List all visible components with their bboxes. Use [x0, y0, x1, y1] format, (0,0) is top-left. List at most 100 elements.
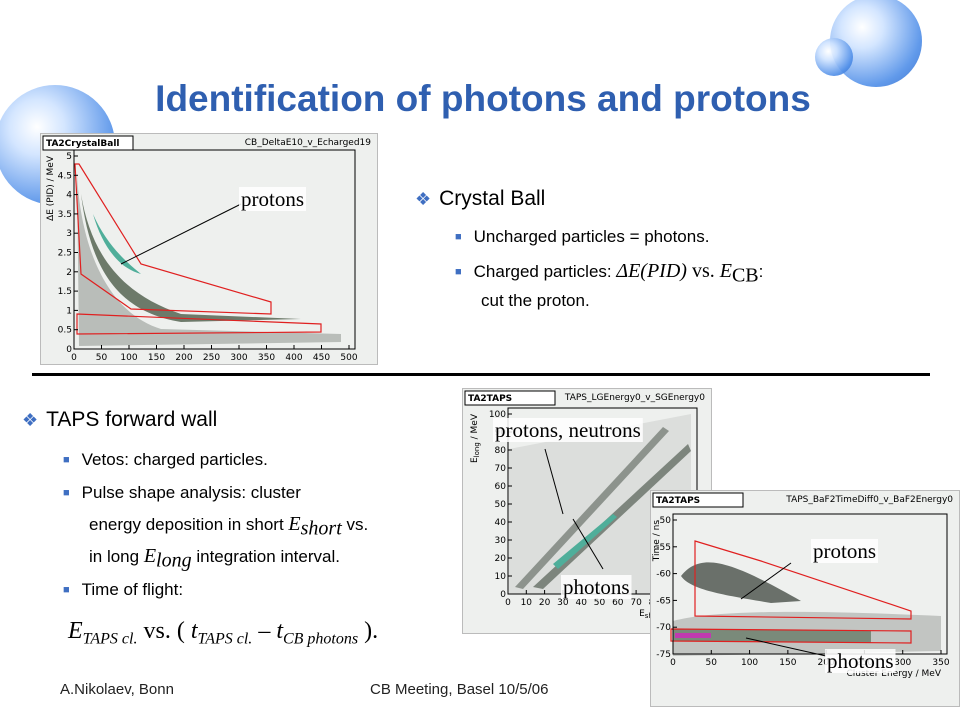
plot-title-box — [464, 390, 556, 406]
y-tick-label: -50 — [656, 516, 671, 526]
x-tick-label: 70 — [630, 598, 642, 608]
bullet-text: Charged particles: — [473, 262, 617, 281]
annotation: photons — [827, 649, 894, 673]
x-tick-label: 400 — [285, 353, 302, 363]
annotation-bg — [811, 539, 878, 563]
x-tick-label: 10 — [521, 598, 533, 608]
x-tick-label: 350 — [932, 658, 949, 668]
math-sub: CB photons — [282, 630, 359, 648]
math: vs. — [686, 260, 720, 282]
density — [77, 174, 341, 346]
x-tick-label: 150 — [779, 658, 796, 668]
plot-frame — [73, 149, 356, 350]
annotation: protons, neutrons — [495, 418, 641, 442]
plot-tag: TAPS_BaF2TimeDiff0_v_BaF2Energy0 — [785, 495, 953, 505]
math: E — [288, 513, 301, 535]
math: vs. ( — [137, 618, 191, 644]
pointer — [740, 562, 792, 600]
footer-center: CB Meeting, Basel 10/5/06 — [370, 681, 549, 698]
pointer — [120, 203, 242, 265]
x-tick-label: 100 — [741, 658, 758, 668]
y-tick-label: -55 — [656, 543, 671, 553]
density — [675, 633, 711, 638]
y-tick-label: 60 — [495, 482, 507, 492]
heading: ❖ Crystal Ball — [415, 187, 546, 210]
math: E — [68, 618, 83, 644]
cut — [694, 540, 912, 620]
x-tick-label: 50 — [594, 598, 606, 608]
math-sub: TAPS cl. — [197, 630, 253, 648]
y-tick-label: 30 — [495, 536, 507, 546]
x-tick-label: 300 — [894, 658, 911, 668]
axis-label: Cluster Energy / MeV — [846, 669, 941, 679]
plot-title-box — [652, 492, 744, 508]
y-tick-label: 0 — [500, 590, 506, 600]
annotation-bg — [239, 187, 306, 211]
x-tick-label: 0 — [505, 598, 511, 608]
heading: ❖ TAPS forward wall — [22, 408, 218, 431]
axis-label: ΔE (PID) / MeV — [46, 155, 56, 221]
bullet-text: Uncharged particles = photons. — [473, 227, 710, 246]
axis-label-text: / MeV — [470, 413, 480, 442]
y-tick-label: 50 — [495, 500, 507, 510]
axis-label-text: E — [639, 609, 645, 619]
density — [681, 562, 801, 603]
bullet: ■ Time of flight: — [63, 580, 184, 599]
annotation: photons — [563, 575, 630, 599]
plot: TA2CrystalBall CB_DeltaE10_v_Echarged19 0 5… — [40, 133, 378, 365]
y-tick-label: 0 — [66, 345, 72, 355]
bullet-text: : — [758, 262, 764, 281]
density — [673, 629, 871, 643]
annotation-bg — [561, 575, 632, 599]
axis-label: Echarged / MeV — [287, 364, 350, 365]
y-tick-label: 2 — [66, 268, 72, 278]
y-tick-label: -70 — [656, 623, 671, 633]
y-tick-label: 2.5 — [58, 249, 72, 259]
math: E — [143, 545, 157, 567]
cut — [76, 313, 322, 335]
y-tick-label: 4 — [66, 191, 72, 201]
bullet-text: Pulse shape analysis: cluster — [81, 483, 301, 502]
y-tick-label: 1 — [66, 306, 72, 316]
heading-text: Crystal Ball — [439, 187, 546, 210]
axis-label: Time / ns — [652, 520, 662, 562]
math-sub: short — [300, 517, 342, 540]
axis-label-text: E — [470, 457, 480, 463]
plot-frame — [672, 513, 948, 655]
math: – — [252, 618, 277, 644]
y-tick-label: 20 — [495, 554, 507, 564]
y-tick-label: 1.5 — [58, 287, 72, 297]
math-sub: TAPS cl. — [82, 630, 138, 648]
bullet: ■ Vetos: charged particles. — [63, 450, 268, 469]
slide-title: Identification of photons and protons — [155, 78, 811, 119]
math-sub: long — [156, 549, 192, 572]
y-tick-label: -65 — [656, 596, 671, 606]
plot-title: TA2TAPS — [468, 394, 512, 404]
x-tick-label: 300 — [230, 353, 247, 363]
formula: ETAPS cl. vs. ( tTAPS cl. – tCB photons … — [68, 618, 378, 648]
axis-label-text: Time / ns — [652, 520, 662, 562]
plot: TA2TAPS TAPS_BaF2TimeDiff0_v_BaF2Energy0 0… — [650, 490, 960, 707]
pointer — [572, 518, 604, 570]
x-tick-label: 0 — [670, 658, 676, 668]
bullet: ■ Pulse shape analysis: cluster — [63, 483, 301, 502]
y-tick-label: -60 — [656, 570, 671, 580]
divider — [32, 373, 930, 376]
x-tick-label: 40 — [575, 598, 587, 608]
plot-tag: TAPS_LGEnergy0_v_SGEnergy0 — [564, 393, 705, 403]
x-tick-label: 250 — [203, 353, 220, 363]
axis-label-text: Cluster Energy / MeV — [846, 669, 941, 679]
cut — [670, 628, 912, 644]
axis-label: Elong / MeV — [470, 413, 481, 463]
x-tick-label: 50 — [96, 353, 108, 363]
y-tick-label: 80 — [495, 446, 507, 456]
x-tick-label: 150 — [148, 353, 165, 363]
plot-title-box — [42, 135, 134, 151]
math: t — [276, 618, 283, 644]
axis-label-sub: long — [473, 442, 481, 457]
annotation: protons — [813, 539, 876, 563]
y-tick-label: 70 — [495, 464, 507, 474]
bullet-text: energy deposition in short Eshort vs. — [89, 513, 368, 540]
bullet-text: in long Elong integration interval. — [89, 545, 340, 572]
